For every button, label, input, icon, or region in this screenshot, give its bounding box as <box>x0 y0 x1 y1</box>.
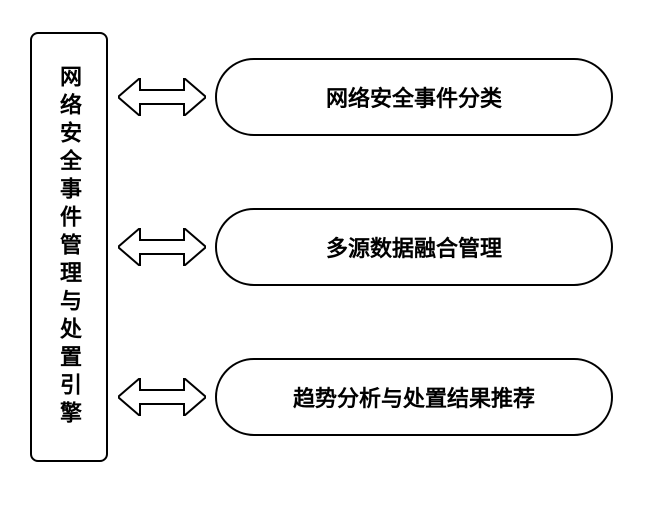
child-node-2-label: 趋势分析与处置结果推荐 <box>293 381 535 413</box>
child-node-0-label: 网络安全事件分类 <box>326 81 502 113</box>
main-node-label: 网络安全事件管理与处置引擎 <box>53 65 85 429</box>
child-node-0: 网络安全事件分类 <box>215 58 613 136</box>
main-node: 网络安全事件管理与处置引擎 <box>30 32 108 462</box>
connector-2 <box>118 378 206 416</box>
child-node-1-label: 多源数据融合管理 <box>326 231 502 263</box>
connector-0 <box>118 78 206 116</box>
child-node-1: 多源数据融合管理 <box>215 208 613 286</box>
child-node-2: 趋势分析与处置结果推荐 <box>215 358 613 436</box>
diagram-canvas: 网络安全事件管理与处置引擎 网络安全事件分类 多源数据融合管理 趋势分析与处置结… <box>0 0 647 511</box>
connector-1 <box>118 228 206 266</box>
